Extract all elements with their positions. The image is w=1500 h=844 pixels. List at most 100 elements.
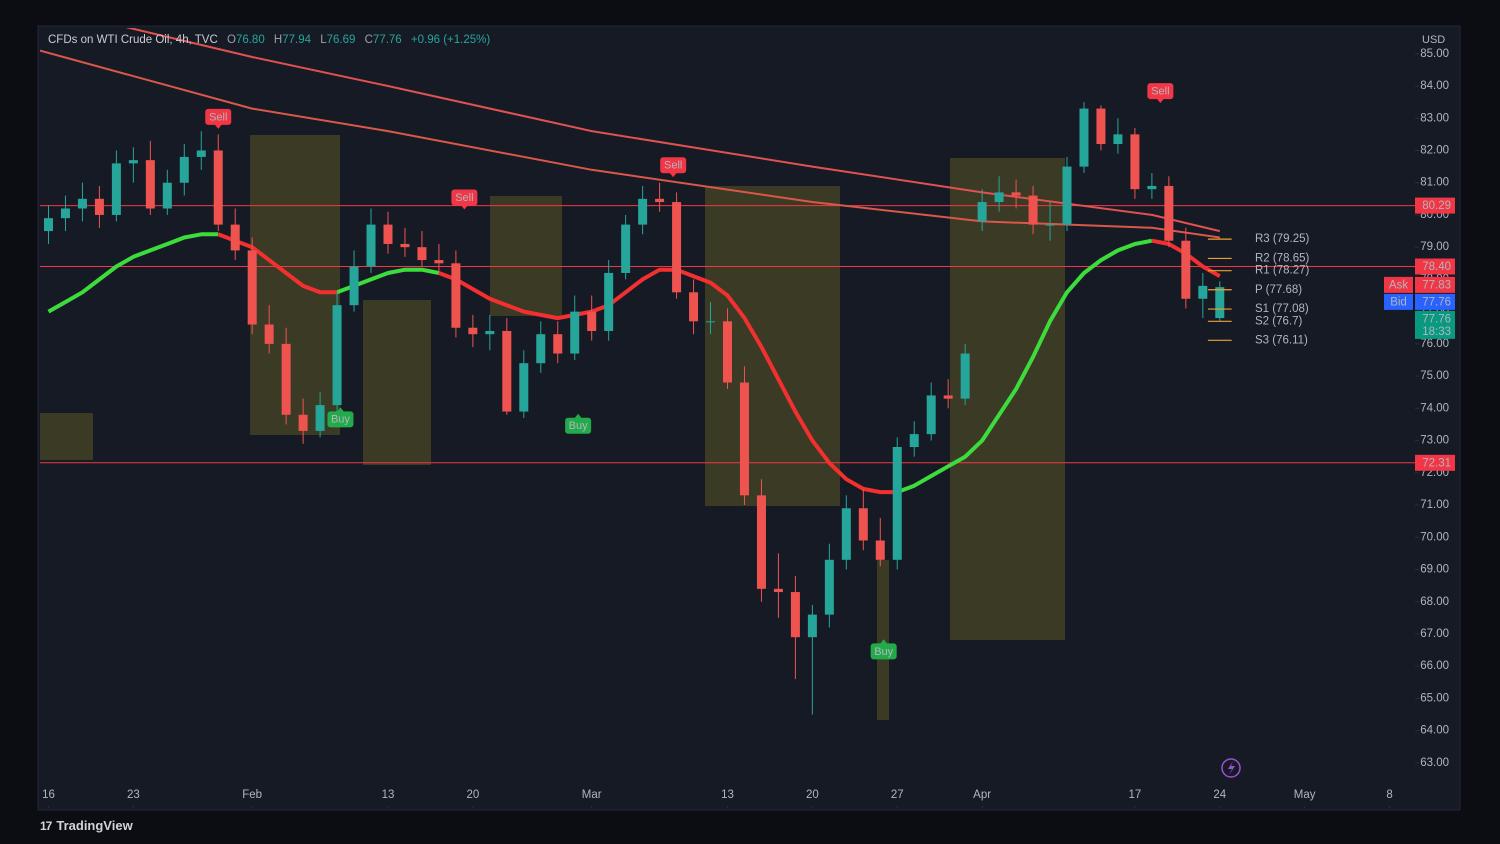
currency: USD bbox=[1422, 34, 1446, 46]
x-tick-label: Mar bbox=[582, 789, 602, 801]
candle-body bbox=[247, 250, 257, 325]
candle-body bbox=[145, 160, 155, 209]
signal-badge bbox=[565, 417, 592, 434]
price-tag-label: 77.83 bbox=[1422, 279, 1451, 291]
price-tag-label: 77.76 bbox=[1422, 313, 1451, 325]
candle-body bbox=[1215, 287, 1225, 319]
ohlc-key: L bbox=[320, 34, 327, 46]
candle-body bbox=[960, 353, 970, 399]
price-tag-time: 18:33 bbox=[1422, 326, 1451, 338]
zone bbox=[490, 196, 562, 316]
y-tick-label: 84.00 bbox=[1420, 80, 1449, 92]
signal-pointer bbox=[214, 123, 223, 129]
candle-body bbox=[756, 495, 766, 589]
y-tick-label: 66.00 bbox=[1420, 660, 1449, 672]
y-tick-label: 85.00 bbox=[1420, 48, 1449, 60]
x-tick-label: 13 bbox=[382, 789, 395, 801]
candle-body bbox=[1045, 224, 1055, 226]
ohlc-value: 77.94 bbox=[282, 34, 312, 46]
candle-body bbox=[773, 588, 783, 593]
pivot-label: R3 (79.25) bbox=[1255, 233, 1310, 245]
candle-body bbox=[111, 163, 121, 215]
price-tag-label: 72.31 bbox=[1422, 457, 1451, 469]
candle-body bbox=[875, 540, 885, 560]
candle-body bbox=[162, 182, 172, 209]
ohlc-key: C bbox=[364, 34, 373, 46]
signal-label: Sell bbox=[455, 192, 473, 204]
candle-body bbox=[1130, 134, 1140, 190]
price-tag-label: 80.29 bbox=[1422, 200, 1451, 212]
candle-body bbox=[909, 434, 919, 448]
candle-body bbox=[230, 224, 240, 251]
candle-body bbox=[128, 160, 138, 164]
y-tick-label: 68.00 bbox=[1420, 596, 1449, 608]
candle-body bbox=[655, 198, 665, 203]
ohlc-value: 77.76 bbox=[372, 34, 402, 46]
candle-body bbox=[841, 508, 851, 560]
x-tick-label: Feb bbox=[242, 789, 262, 801]
zones bbox=[40, 135, 1065, 720]
candle-body bbox=[451, 263, 461, 328]
candle-body bbox=[739, 382, 749, 496]
change: +0.96 (+1.25%) bbox=[410, 34, 491, 46]
candle-body bbox=[977, 202, 987, 222]
plot: R3 (79.25) R2 (78.65)R1 (78.27) P (77.68) S… bbox=[40, 28, 1415, 715]
candle-body bbox=[672, 202, 682, 293]
candle-body bbox=[994, 192, 1004, 203]
price-tag-name: Ask bbox=[1389, 279, 1408, 291]
y-tick-label: 69.00 bbox=[1420, 564, 1449, 576]
candle-body bbox=[790, 592, 800, 638]
price-tag-side bbox=[1384, 293, 1413, 310]
candle-body bbox=[315, 405, 325, 431]
candle-body bbox=[892, 447, 902, 560]
candle-body bbox=[553, 334, 563, 354]
candle-body bbox=[1198, 285, 1208, 299]
candle-body bbox=[60, 208, 70, 219]
zone bbox=[40, 413, 93, 460]
candle-body bbox=[196, 150, 206, 157]
y-tick-label: 74.00 bbox=[1420, 402, 1449, 414]
x-tick-label: 20 bbox=[466, 789, 479, 801]
pivot-label: R2 (78.65) bbox=[1255, 252, 1310, 264]
x-tick-label: 27 bbox=[891, 789, 904, 801]
y-tick-label: 83.00 bbox=[1420, 112, 1449, 124]
candle-body bbox=[1079, 108, 1089, 167]
alert-icon[interactable] bbox=[1221, 758, 1241, 778]
candle-body bbox=[858, 508, 868, 541]
y-tick-label: 67.00 bbox=[1420, 628, 1449, 640]
price-tag bbox=[1415, 276, 1455, 293]
y-tick-label: 81.00 bbox=[1420, 177, 1449, 189]
x-tick-label: 8 bbox=[1386, 789, 1392, 801]
candle-body bbox=[298, 414, 308, 431]
zone bbox=[363, 300, 431, 465]
signal-pointer bbox=[460, 204, 469, 210]
moving-average bbox=[125, 28, 1221, 233]
x-tick-label: May bbox=[1294, 789, 1316, 801]
candle-body bbox=[383, 224, 393, 244]
candle-body bbox=[1096, 108, 1106, 145]
y-tick-label: 65.00 bbox=[1420, 692, 1449, 704]
candle-body bbox=[621, 224, 631, 273]
candle-body bbox=[1147, 185, 1157, 190]
brand[interactable]: 17 TradingView bbox=[40, 818, 133, 833]
symbol: CFDs on WTI Crude Oil, 4h, TVC bbox=[48, 34, 218, 46]
x-tick-label: 20 bbox=[806, 789, 819, 801]
candle-body bbox=[536, 334, 546, 364]
candle-body bbox=[349, 266, 359, 306]
ohlc-value: 76.80 bbox=[235, 34, 265, 46]
signal-label: Buy bbox=[569, 420, 588, 432]
candle-body bbox=[332, 305, 342, 406]
candle-body bbox=[1011, 192, 1021, 196]
y-tick-label: 73.00 bbox=[1420, 435, 1449, 447]
candle-body bbox=[502, 330, 512, 412]
candle-body bbox=[706, 321, 716, 323]
candle-body bbox=[604, 272, 614, 331]
signal-label: Sell bbox=[664, 160, 682, 172]
y-tick-label: 70.00 bbox=[1420, 531, 1449, 543]
x-tick-label: 13 bbox=[721, 789, 734, 801]
y-tick-label: 76.00 bbox=[1420, 338, 1449, 350]
signal-badge bbox=[1147, 83, 1174, 100]
candle-body bbox=[638, 198, 648, 225]
